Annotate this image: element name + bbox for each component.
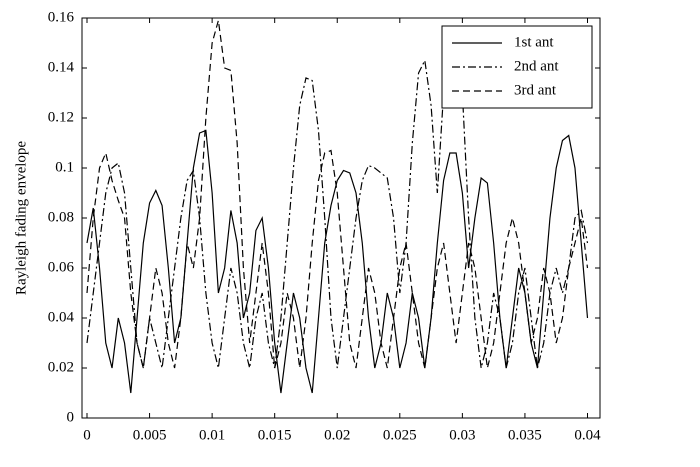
- x-tick-label: 0.025: [383, 427, 417, 443]
- y-tick-label: 0: [67, 409, 75, 425]
- chart: Rayleigh fading envelope 0 0.02 0.04 0.06 0.…: [0, 0, 700, 467]
- y-tick-label: 0.04: [48, 309, 75, 325]
- y-tick-label: 0.1: [55, 159, 74, 175]
- y-tick-label: 0.14: [48, 59, 75, 75]
- y-axis-label: Rayleigh fading envelope: [13, 141, 29, 295]
- y-tick-label: 0.16: [48, 9, 75, 25]
- legend-label: 2nd ant: [514, 58, 559, 74]
- legend-label: 3rd ant: [514, 82, 557, 98]
- series-line: [87, 131, 587, 394]
- y-tick-label: 0.06: [48, 259, 75, 275]
- x-tick-label: 0.01: [199, 427, 225, 443]
- x-tick-label: 0.035: [508, 427, 542, 443]
- x-tick-label: 0.04: [574, 427, 601, 443]
- x-tick-label: 0.03: [449, 427, 475, 443]
- legend-label: 1st ant: [514, 34, 554, 50]
- x-tick-label: 0.005: [133, 427, 167, 443]
- x-tick-label: 0.015: [258, 427, 292, 443]
- x-tick-label: 0: [83, 427, 91, 443]
- x-tick-label: 0.02: [324, 427, 350, 443]
- y-tick-label: 0.12: [48, 109, 74, 125]
- y-tick-label: 0.02: [48, 359, 74, 375]
- y-tick-label: 0.08: [48, 209, 74, 225]
